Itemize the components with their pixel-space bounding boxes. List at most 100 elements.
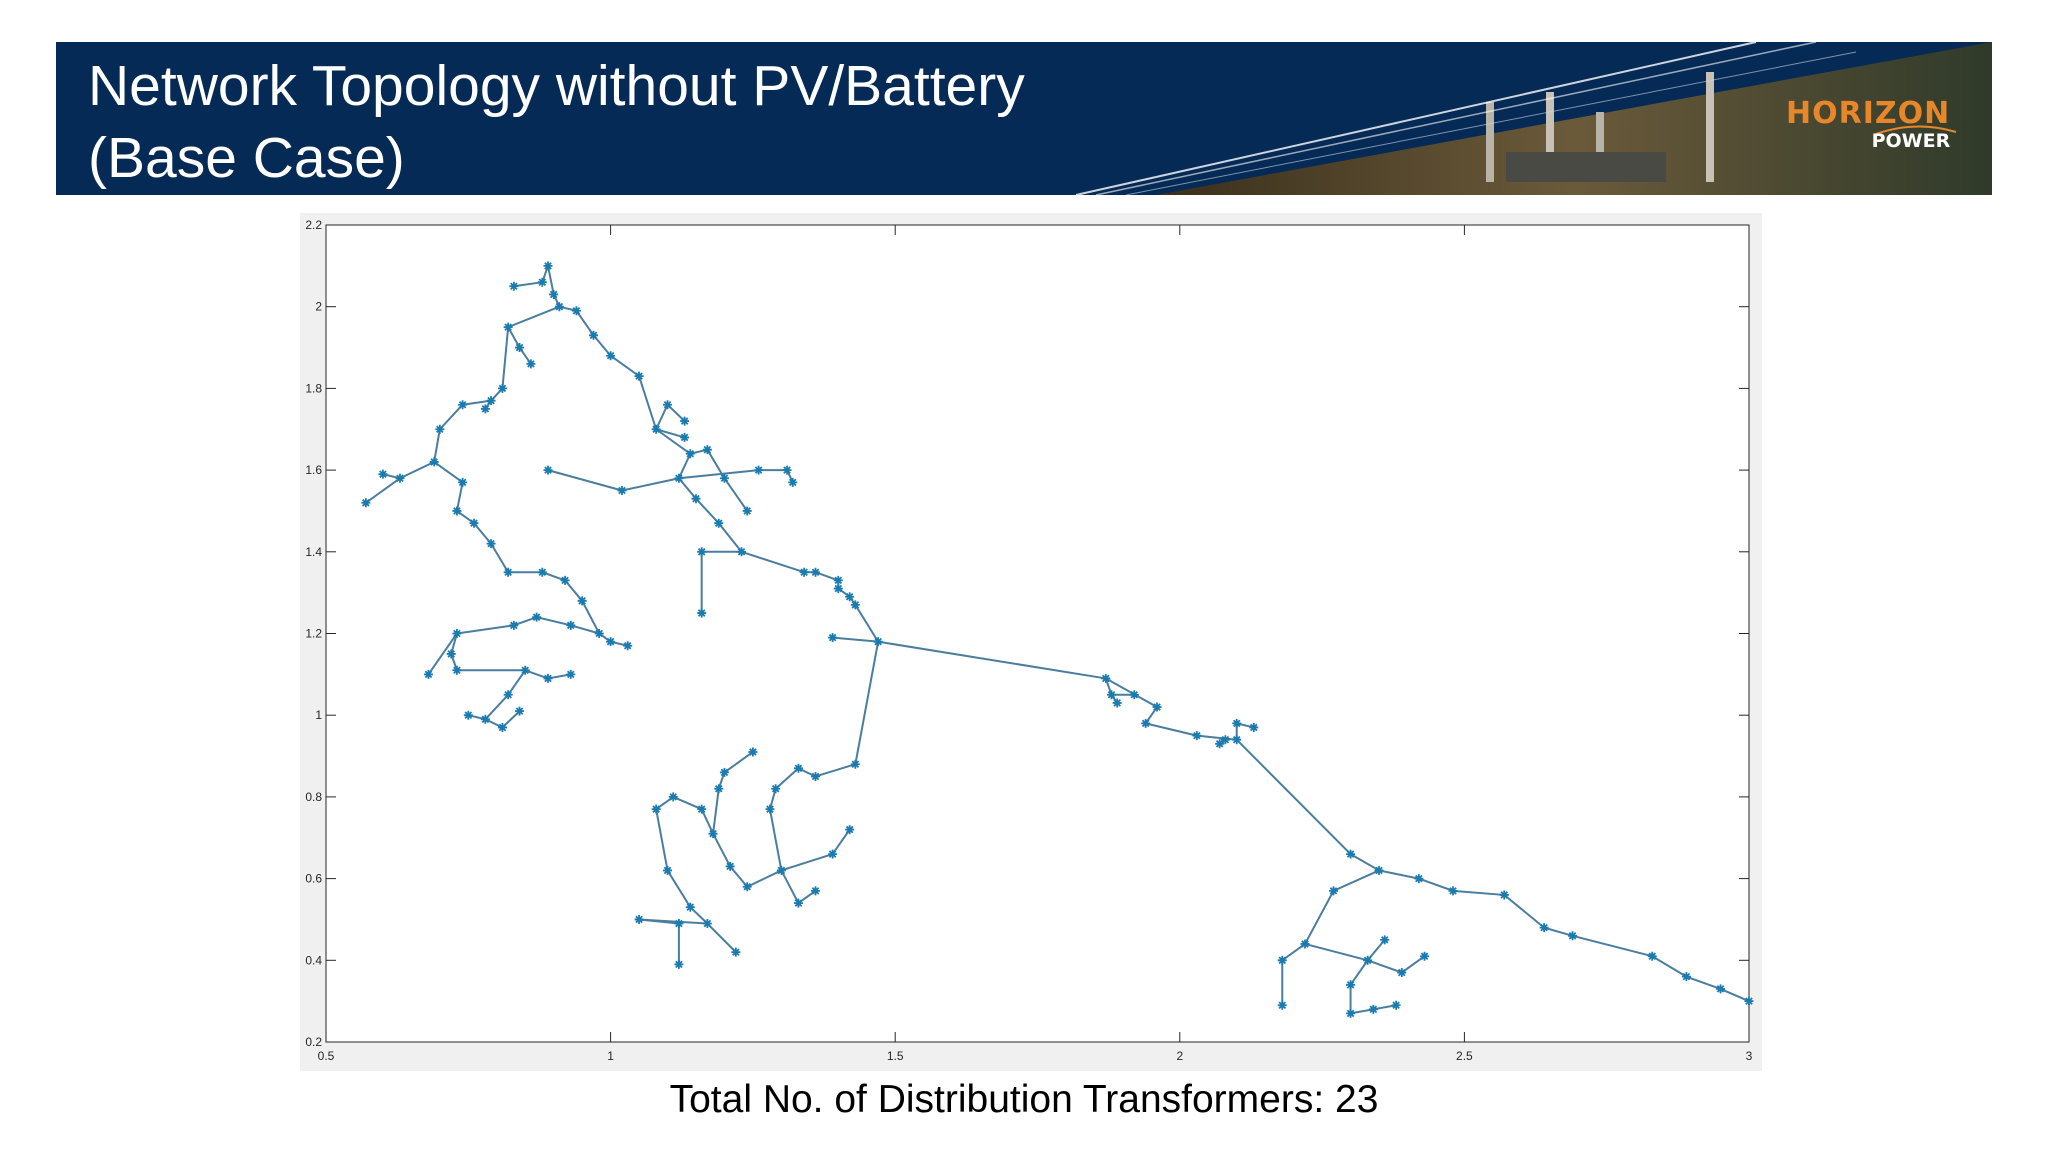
network-node-marker [423, 669, 433, 679]
network-edge [450, 633, 458, 655]
network-node-marker [589, 330, 599, 340]
x-tick-label: 1.5 [887, 1049, 904, 1063]
network-node-marker [515, 706, 525, 716]
network-edge [1503, 894, 1545, 929]
network-edge [746, 869, 782, 888]
network-edge [1720, 987, 1750, 1003]
network-node-marker [674, 473, 684, 483]
network-topology-chart: 0.5 1 1.5 2 2.5 3 0.2 0.4 0.6 0.8 1 1.2 1.4 1.6 1.8 2 2.… [305, 218, 1754, 1063]
network-node-marker [361, 498, 371, 508]
network-node-marker [532, 612, 542, 622]
network-edge [741, 550, 805, 574]
network-edge [439, 404, 464, 430]
network-node-marker [1647, 951, 1657, 961]
network-node-marker [793, 898, 803, 908]
network-node-marker [1220, 735, 1230, 745]
network-edge [775, 767, 800, 790]
network-node-marker [680, 432, 690, 442]
network-node-marker [697, 608, 707, 618]
network-node-marker [1141, 718, 1151, 728]
banner-illustration [1075, 42, 1992, 195]
network-edge [1572, 934, 1653, 958]
network-edge [831, 829, 851, 855]
network-edge [524, 669, 549, 680]
network-node-marker [1420, 951, 1430, 961]
network-node-marker [1414, 874, 1424, 884]
network-node-marker [1391, 1000, 1401, 1010]
network-node-marker [811, 567, 821, 577]
network-node-marker [503, 322, 513, 332]
network-edge [433, 429, 441, 463]
network-edge [655, 428, 685, 439]
network-edge [536, 616, 571, 627]
network-node-marker [594, 629, 604, 638]
x-tick-label: 1 [607, 1049, 614, 1063]
network-edge [1651, 955, 1687, 978]
network-edge [854, 604, 879, 643]
network-edge [781, 853, 833, 872]
network-node-marker [793, 763, 803, 773]
network-edge [547, 469, 623, 492]
network-node-marker [549, 289, 559, 299]
network-edge [832, 636, 879, 643]
network-edge [717, 522, 743, 553]
x-tick-label: 2 [1176, 1049, 1183, 1063]
y-tick-label: 1.8 [305, 381, 322, 395]
network-node-marker [554, 302, 564, 312]
network-edge [723, 751, 754, 774]
y-tick-label: 1.4 [305, 545, 322, 559]
network-node-marker [674, 919, 684, 929]
network-edge [780, 869, 800, 904]
x-tick-label: 2.5 [1456, 1049, 1473, 1063]
network-edge [513, 616, 537, 627]
network-edge [501, 327, 510, 389]
network-node-marker [526, 359, 536, 369]
y-tick-label: 2 [315, 300, 322, 314]
network-node-marker [537, 277, 547, 287]
y-tick-label: 2.2 [305, 218, 322, 232]
network-node-marker [1568, 931, 1578, 941]
network-node-marker [782, 465, 792, 475]
network-node-marker [850, 600, 860, 610]
network-node-marker [1499, 890, 1509, 900]
network-edge [365, 477, 401, 504]
network-node-marker [754, 465, 764, 475]
network-node-marker [873, 637, 883, 647]
horizon-power-logo: HORIZON POWER [1786, 96, 1951, 153]
plot-area [325, 224, 1750, 1043]
network-node-marker [828, 633, 838, 643]
network-node-marker [1232, 718, 1242, 728]
network-node-marker [663, 865, 673, 875]
network-node-marker [452, 506, 462, 516]
x-tick-label: 3 [1746, 1049, 1753, 1063]
network-node-marker [1681, 972, 1691, 982]
y-tick-label: 0.8 [305, 790, 322, 804]
network-edge [700, 808, 714, 835]
network-node-marker [566, 669, 576, 679]
network-node-marker [737, 547, 747, 557]
network-edge [1349, 959, 1369, 986]
network-node-marker [634, 914, 644, 924]
network-node-marker [845, 592, 855, 602]
network-edge [1145, 722, 1198, 737]
network-edge [655, 404, 669, 430]
network-node-marker [458, 477, 468, 487]
network-node-marker [1397, 968, 1407, 978]
network-edge [1686, 975, 1721, 990]
chart-frame: 0.5 1 1.5 2 2.5 3 0.2 0.4 0.6 0.8 1 1.2 1.4 1.6 1.8 2 2.… [300, 213, 1762, 1071]
network-node-marker [486, 539, 496, 549]
logo-horizon-text: HORIZON [1786, 96, 1951, 131]
network-edge [547, 265, 555, 295]
network-node-marker [452, 665, 462, 675]
network-node-marker [714, 518, 724, 528]
network-edge [1281, 943, 1306, 962]
network-edge [638, 918, 680, 925]
network-node-marker [850, 759, 860, 769]
network-edge [1401, 955, 1426, 974]
slide-title-line2: (Base Case) [88, 126, 405, 190]
network-edge [1418, 877, 1454, 892]
network-edge [672, 795, 703, 811]
network-edge [610, 354, 640, 377]
network-node-marker [697, 804, 707, 814]
network-node-marker [617, 486, 627, 496]
